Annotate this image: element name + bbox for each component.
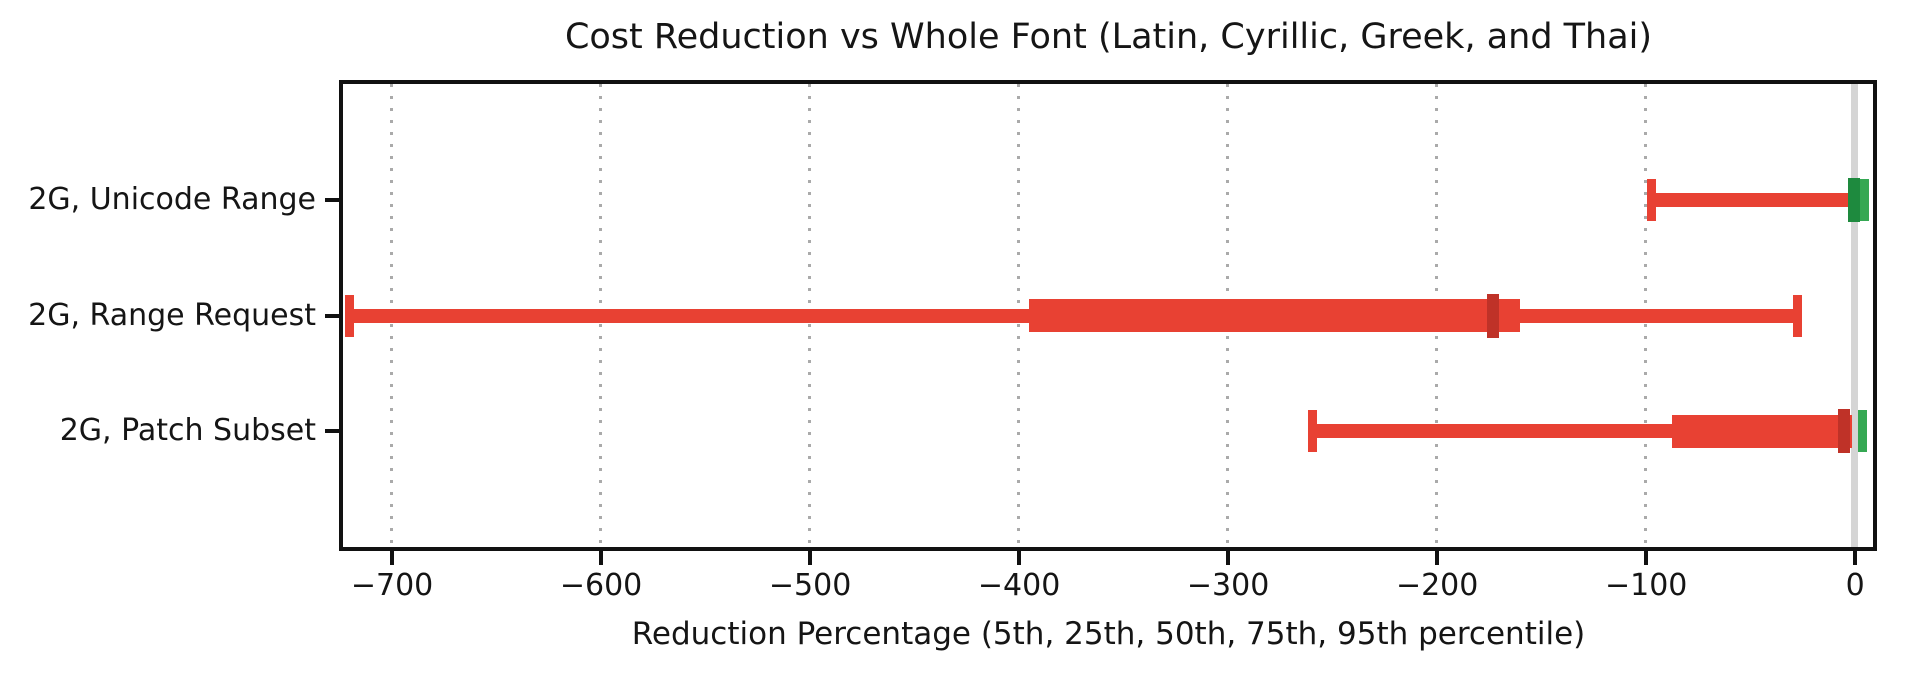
- x-tick--500: [808, 551, 813, 565]
- x-tick--600: [599, 551, 604, 565]
- cap-2g-range-request-p95: [1793, 294, 1803, 337]
- y-tick-label-2g-range-request: 2G, Range Request: [28, 297, 316, 333]
- cap-2g-range-request-p5: [344, 294, 354, 337]
- x-tick-0: [1853, 551, 1858, 565]
- y-tick-2g-range-request: [325, 313, 339, 318]
- whisker-2g-range-request-1: [1519, 308, 1798, 323]
- x-tick--400: [1017, 551, 1022, 565]
- x-tick--100: [1644, 551, 1649, 565]
- x-tick--700: [390, 551, 395, 565]
- median-2g-range-request: [1486, 293, 1499, 338]
- x-tick-label--600: −600: [559, 568, 643, 603]
- whisker-2g-unicode-range-0: [1651, 192, 1850, 207]
- zero-reference-line: [1850, 84, 1858, 547]
- chart-title: Cost Reduction vs Whole Font (Latin, Cyr…: [564, 17, 1653, 57]
- x-axis-label: Reduction Percentage (5th, 25th, 50th, 7…: [631, 616, 1586, 652]
- x-tick--300: [1226, 551, 1231, 565]
- y-tick-2g-unicode-range: [325, 197, 339, 202]
- x-tick--200: [1435, 551, 1440, 565]
- cap-2g-unicode-range-p5: [1646, 178, 1656, 221]
- median-2g-patch-subset: [1837, 409, 1850, 454]
- cap-2g-patch-subset-p5: [1308, 410, 1318, 453]
- box-2g-range-request: [1028, 299, 1520, 332]
- x-tick-label--200: −200: [1395, 568, 1479, 603]
- whisker-2g-range-request-0: [349, 308, 1029, 323]
- x-tick-label--500: −500: [768, 568, 852, 603]
- y-tick-label-2g-patch-subset: 2G, Patch Subset: [59, 413, 316, 449]
- plot-area: [339, 80, 1877, 551]
- cap-2g-unicode-range-p95: [1860, 178, 1870, 221]
- x-tick-label--700: −700: [350, 568, 434, 603]
- y-tick-label-2g-unicode-range: 2G, Unicode Range: [28, 181, 316, 217]
- plot-canvas: [343, 84, 1873, 547]
- median-2g-unicode-range: [1848, 177, 1861, 222]
- whisker-2g-patch-subset-0: [1312, 424, 1673, 439]
- x-tick-label--300: −300: [1186, 568, 1270, 603]
- x-tick-label-0: 0: [1845, 568, 1865, 603]
- y-tick-2g-patch-subset: [325, 429, 339, 434]
- x-tick-label--400: −400: [977, 568, 1061, 603]
- cap-2g-patch-subset-p95: [1858, 410, 1868, 453]
- box-2g-patch-subset: [1672, 414, 1853, 448]
- x-tick-label--100: −100: [1604, 568, 1688, 603]
